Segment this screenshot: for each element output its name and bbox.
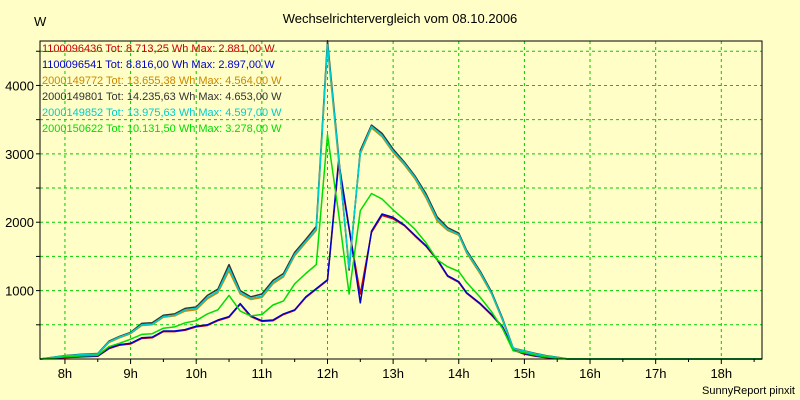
- x-tick-label: 11h: [251, 366, 272, 381]
- legend-entry-4: 2000149801 Tot: 14.235,63 Wh Max: 4.653,…: [42, 91, 282, 103]
- x-tick-label: 12h: [317, 366, 339, 381]
- y-tick-label: 4000: [5, 78, 34, 93]
- x-tick-label: 8h: [58, 366, 72, 381]
- legend-entry-6: 2000150622 Tot: 10.131,50 Wh Max: 3.278,…: [42, 123, 282, 135]
- x-tick-labels: 8h 9h 10h 11h 12h 13h 14h 15h 16h 17h 18h: [58, 366, 732, 381]
- legend-entry-3: 2000149772 Tot: 13.655,38 Wh Max: 4.564,…: [42, 75, 282, 87]
- y-tick-labels: 1000 2000 3000 4000: [5, 78, 34, 298]
- legend: 1100096436 Tot: 8.713,25 Wh Max: 2.881,0…: [42, 43, 282, 135]
- x-tick-label: 16h: [579, 366, 601, 381]
- x-tick-label: 17h: [645, 366, 667, 381]
- x-tick-label: 13h: [382, 366, 404, 381]
- y-tick-label: 1000: [5, 284, 34, 299]
- x-tick-label: 15h: [514, 366, 536, 381]
- x-tick-label: 18h: [710, 366, 732, 381]
- axes: [36, 40, 763, 364]
- legend-entry-5: 2000149852 Tot: 13.975,63 Wh Max: 4.597,…: [42, 107, 282, 119]
- y-tick-label: 3000: [5, 147, 34, 162]
- y-axis-unit: W: [34, 14, 47, 29]
- legend-entry-1: 1100096436 Tot: 8.713,25 Wh Max: 2.881,0…: [42, 43, 275, 55]
- x-tick-label: 9h: [123, 366, 137, 381]
- plot-border: [39, 40, 763, 360]
- footer-credit: SunnyReport pinxit: [702, 385, 795, 397]
- chart-title: Wechselrichtervergleich vom 08.10.2006: [283, 11, 518, 26]
- y-tick-label: 2000: [5, 215, 34, 230]
- x-tick-label: 10h: [185, 366, 207, 381]
- legend-entry-2: 1100096541 Tot: 8.816,00 Wh Max: 2.897,0…: [42, 59, 275, 71]
- x-tick-label: 14h: [448, 366, 470, 381]
